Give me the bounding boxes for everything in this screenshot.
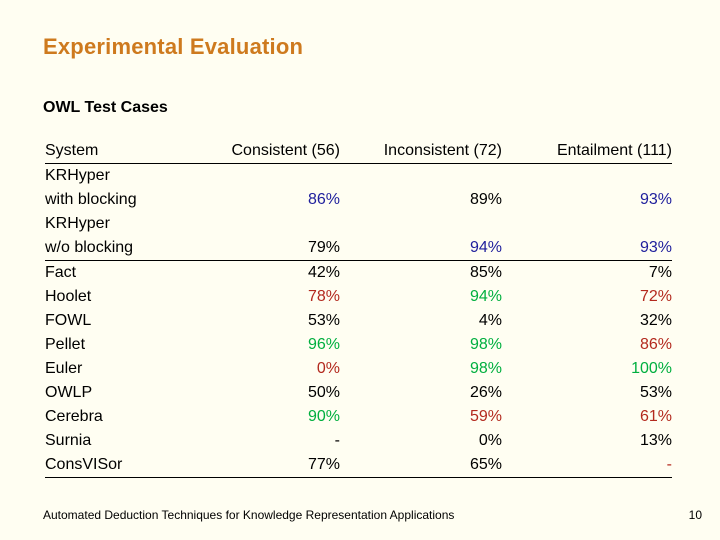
table-cell: 89% <box>469 191 502 208</box>
row-label: Hoolet <box>45 288 92 305</box>
slide-subtitle: OWL Test Cases <box>43 99 168 116</box>
table-row: with blocking 86% 89% 93% <box>45 188 672 212</box>
row-label: Pellet <box>45 336 86 353</box>
table-cell: 79% <box>307 239 340 256</box>
slide-footer: Automated Deduction Techniques for Knowl… <box>43 508 702 522</box>
table-cell: 61% <box>639 408 672 425</box>
table-cell: 94% <box>469 288 502 305</box>
table-row: ConsVISor 77% 65% - <box>45 453 672 477</box>
table-cell: 65% <box>469 456 502 473</box>
table-cell: 86% <box>639 336 672 353</box>
row-label: ConsVISor <box>45 456 123 473</box>
table-cell: 93% <box>639 191 672 208</box>
table-cell: 72% <box>639 288 672 305</box>
table-cell: 78% <box>307 288 340 305</box>
table-cell: 32% <box>639 312 672 329</box>
page-number: 10 <box>688 508 702 522</box>
table-cell: 59% <box>469 408 502 425</box>
table-row: w/o blocking 79% 94% 93% <box>45 236 672 260</box>
table-cell: 0% <box>316 360 340 377</box>
table-cell: 93% <box>639 239 672 256</box>
column-header-system: System <box>45 142 99 159</box>
table-cell: - <box>666 456 672 473</box>
row-label: FOWL <box>45 312 92 329</box>
table-row: Pellet 96% 98% 86% <box>45 333 672 357</box>
column-header-entailment: Entailment (111) <box>556 142 672 159</box>
table-rule <box>45 163 672 164</box>
table-row: OWLP 50% 26% 53% <box>45 381 672 405</box>
table-row: Fact 42% 85% 7% <box>45 261 672 285</box>
table-cell: 26% <box>469 384 502 401</box>
table-cell: 0% <box>478 432 502 449</box>
table-row: KRHyper <box>45 212 672 236</box>
table-rule <box>45 477 672 478</box>
table-cell <box>340 212 502 236</box>
slide-title: Experimental Evaluation <box>43 34 304 59</box>
row-label: Euler <box>45 360 83 377</box>
table-cell: 85% <box>469 264 502 281</box>
table-cell <box>187 164 340 188</box>
table-cell: 96% <box>307 336 340 353</box>
table-cell: 42% <box>307 264 340 281</box>
table-row: Surnia - 0% 13% <box>45 429 672 453</box>
table-cell: 90% <box>307 408 340 425</box>
table-cell: 7% <box>648 264 672 281</box>
table-cell: 86% <box>307 191 340 208</box>
column-header-inconsistent: Inconsistent (72) <box>383 142 502 159</box>
row-label: with blocking <box>45 191 137 208</box>
table-cell: 94% <box>469 239 502 256</box>
table-cell <box>502 212 672 236</box>
table-cell <box>187 212 340 236</box>
table-row: Euler 0% 98% 100% <box>45 357 672 381</box>
table-cell: - <box>334 432 340 449</box>
row-label: OWLP <box>45 384 93 401</box>
table-cell: 13% <box>639 432 672 449</box>
table-cell: 50% <box>307 384 340 401</box>
row-label: Surnia <box>45 432 92 449</box>
table-cell: 77% <box>307 456 340 473</box>
table-row: Hoolet 78% 94% 72% <box>45 285 672 309</box>
row-label: w/o blocking <box>45 239 134 256</box>
column-header-consistent: Consistent (56) <box>231 142 341 159</box>
table-cell: 53% <box>639 384 672 401</box>
table-cell: 4% <box>478 312 502 329</box>
row-label: KRHyper <box>45 167 110 184</box>
table-cell: 98% <box>469 336 502 353</box>
table-row: Cerebra 90% 59% 61% <box>45 405 672 429</box>
table-cell <box>340 164 502 188</box>
table-cell: 53% <box>307 312 340 329</box>
table-cell: 100% <box>631 360 672 377</box>
footer-text: Automated Deduction Techniques for Knowl… <box>43 508 455 522</box>
row-label: KRHyper <box>45 215 110 232</box>
table-cell: 98% <box>469 360 502 377</box>
table-row: KRHyper <box>45 164 672 188</box>
owl-test-cases-table: System Consistent (56) Inconsistent (72) En… <box>45 138 672 478</box>
table-rule <box>45 260 672 261</box>
row-label: Cerebra <box>45 408 103 425</box>
row-label: Fact <box>45 264 77 281</box>
table-row: FOWL 53% 4% 32% <box>45 309 672 333</box>
table-header-row: System Consistent (56) Inconsistent (72) En… <box>45 138 672 163</box>
table-cell <box>502 164 672 188</box>
